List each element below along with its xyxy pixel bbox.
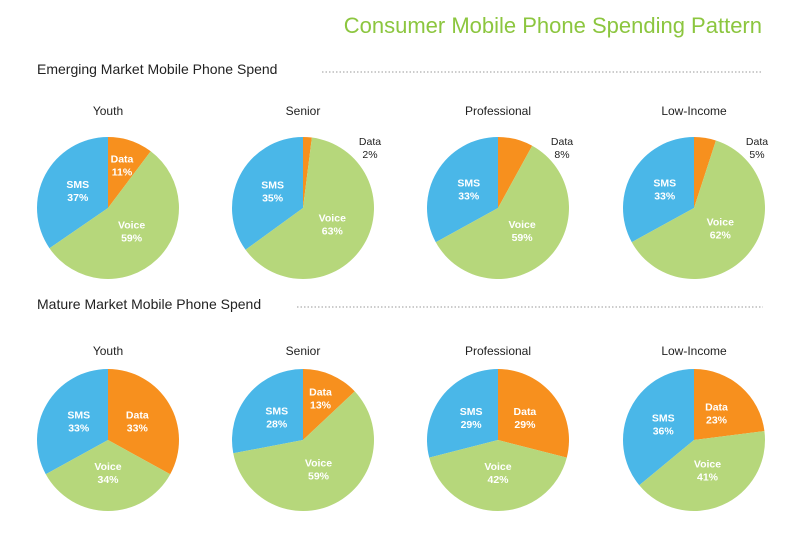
slice-value-voice: 62% xyxy=(710,230,732,242)
slice-data xyxy=(303,369,355,440)
group-title-mature: Mature Market Mobile Phone Spend xyxy=(37,296,261,312)
slice-value-data: 8% xyxy=(554,149,569,161)
slice-name-sms: SMS xyxy=(66,179,89,191)
slice-value-voice: 59% xyxy=(512,232,534,244)
slice-value-sms: 35% xyxy=(262,193,284,205)
pie-label-youth: Youth xyxy=(93,344,123,358)
slice-name-voice: Voice xyxy=(707,217,734,229)
slice-name-voice: Voice xyxy=(484,461,511,473)
slice-name-sms: SMS xyxy=(265,405,288,417)
slice-name-voice: Voice xyxy=(319,212,346,224)
group-mature: Mature Market Mobile Phone Spend Youth SM… xyxy=(37,296,766,512)
pie-label-professional: Professional xyxy=(465,344,531,358)
slice-value-voice: 59% xyxy=(121,233,143,245)
slice-name-sms: SMS xyxy=(457,178,480,190)
pie-label-senior: Senior xyxy=(286,104,321,118)
slice-data xyxy=(108,369,179,475)
slice-value-data: 29% xyxy=(514,419,536,431)
slice-value-voice: 59% xyxy=(308,470,330,482)
slice-name-voice: Voice xyxy=(694,458,721,470)
slice-value-voice: 63% xyxy=(322,225,344,237)
slice-name-data: Data xyxy=(111,153,134,165)
slice-name-sms: SMS xyxy=(460,406,483,418)
slice-value-data: 23% xyxy=(706,414,728,426)
slice-name-data: Data xyxy=(514,406,537,418)
group-title-emerging: Emerging Market Mobile Phone Spend xyxy=(37,61,277,77)
slice-value-sms: 33% xyxy=(68,423,90,435)
slice-name-data: Data xyxy=(746,136,768,148)
slice-name-data: Data xyxy=(359,136,381,148)
slice-sms xyxy=(232,137,303,250)
slice-voice xyxy=(429,440,567,512)
slice-voice xyxy=(45,440,171,511)
slice-value-sms: 33% xyxy=(458,191,480,203)
slice-name-voice: Voice xyxy=(508,219,535,231)
pie-label-youth: Youth xyxy=(93,104,123,118)
slice-name-sms: SMS xyxy=(652,413,675,425)
slice-value-sms: 29% xyxy=(461,419,483,431)
slice-value-data: 33% xyxy=(127,423,149,435)
slice-value-data: 2% xyxy=(362,149,377,161)
slice-value-data: 11% xyxy=(112,166,133,178)
slice-data xyxy=(498,137,533,208)
slice-name-voice: Voice xyxy=(94,461,121,473)
slice-name-data: Data xyxy=(126,410,149,422)
group-emerging: Emerging Market Mobile Phone Spend Youth… xyxy=(37,61,768,280)
slice-voice xyxy=(245,137,375,280)
slice-voice xyxy=(639,431,766,512)
slice-sms xyxy=(623,137,694,243)
slice-sms xyxy=(37,369,109,475)
pie-label-professional: Professional xyxy=(465,104,531,118)
slice-name-voice: Voice xyxy=(305,457,332,469)
slice-sms xyxy=(37,137,108,249)
slice-data xyxy=(303,137,312,208)
slice-name-data: Data xyxy=(309,387,332,399)
pies-mature: YouthSMS33%Data33%Voice34%SeniorSMS28%Da… xyxy=(37,344,766,512)
slice-value-voice: 42% xyxy=(487,474,509,486)
slice-value-sms: 36% xyxy=(653,426,675,438)
slice-sms xyxy=(622,369,694,486)
slice-value-data: 5% xyxy=(749,149,764,161)
slice-value-data: 13% xyxy=(310,400,332,412)
slice-name-sms: SMS xyxy=(67,410,90,422)
slice-value-voice: 41% xyxy=(697,471,719,483)
pie-label-low-income: Low-Income xyxy=(661,344,727,358)
slice-value-sms: 28% xyxy=(266,418,288,430)
slice-data xyxy=(694,137,716,208)
slice-name-data: Data xyxy=(551,136,573,148)
pie-label-low-income: Low-Income xyxy=(661,104,727,118)
slice-value-sms: 33% xyxy=(654,191,676,203)
slice-voice xyxy=(233,391,375,512)
pies-emerging: YouthSMS37%Data11%Voice59%SeniorSMS35%Da… xyxy=(37,104,768,280)
slice-data xyxy=(108,136,151,208)
slice-voice xyxy=(435,145,570,280)
chart-title: Consumer Mobile Phone Spending Pattern xyxy=(344,13,762,38)
slice-name-voice: Voice xyxy=(118,220,145,232)
pie-label-senior: Senior xyxy=(286,344,321,358)
slice-sms xyxy=(232,369,303,454)
slice-name-data: Data xyxy=(705,401,728,413)
slice-data xyxy=(694,369,765,440)
slice-name-sms: SMS xyxy=(653,178,676,190)
slice-name-sms: SMS xyxy=(261,180,284,192)
slice-sms xyxy=(427,137,498,243)
slice-voice xyxy=(49,151,179,279)
slice-voice xyxy=(631,140,765,279)
slice-sms xyxy=(426,369,498,458)
slice-value-voice: 34% xyxy=(97,474,119,486)
slice-value-sms: 37% xyxy=(67,192,89,204)
slice-data xyxy=(498,369,570,458)
